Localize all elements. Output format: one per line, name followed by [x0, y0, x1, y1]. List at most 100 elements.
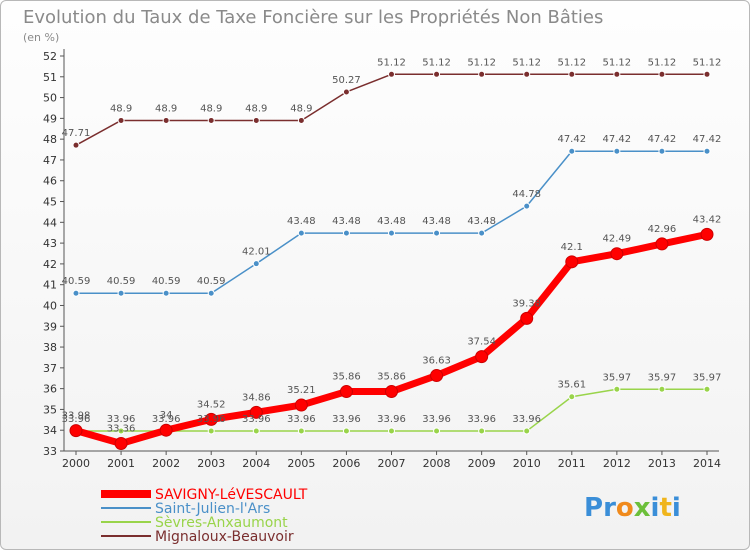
x-tick-label: 2007 — [378, 457, 406, 470]
data-label: 51.12 — [557, 57, 586, 68]
data-point — [700, 227, 714, 241]
data-point — [72, 289, 80, 297]
data-point — [703, 385, 711, 393]
data-label: 33.36 — [107, 424, 136, 435]
data-point — [565, 255, 579, 269]
data-label: 33.96 — [467, 414, 496, 425]
data-point — [433, 427, 441, 435]
data-point — [568, 393, 576, 401]
data-label: 33.96 — [107, 414, 136, 425]
data-point — [388, 70, 395, 78]
y-tick-label: 49 — [43, 112, 57, 125]
data-label: 40.59 — [152, 276, 181, 287]
y-tick-label: 48 — [43, 133, 57, 146]
data-point — [204, 412, 218, 426]
data-point — [523, 70, 531, 78]
data-point — [478, 70, 486, 78]
x-tick-label: 2012 — [603, 457, 631, 470]
data-point — [342, 427, 350, 435]
data-label: 33.96 — [377, 414, 406, 425]
x-tick-label: 2002 — [152, 457, 180, 470]
x-tick-label: 2011 — [558, 457, 586, 470]
data-point — [430, 369, 444, 383]
data-label: 40.59 — [197, 276, 226, 287]
data-point — [114, 437, 128, 451]
x-tick-label: 2009 — [468, 457, 496, 470]
data-label: 33.96 — [287, 414, 316, 425]
data-label: 33.96 — [242, 414, 271, 425]
y-tick-label: 47 — [43, 154, 57, 167]
data-label: 43.48 — [467, 216, 496, 227]
data-point — [297, 229, 305, 237]
data-label: 48.9 — [245, 103, 267, 114]
logo-letter: o — [616, 493, 634, 523]
data-point — [703, 70, 711, 78]
unit-label: (en %) — [23, 31, 59, 44]
logo-letter: x — [634, 493, 651, 523]
data-label: 51.12 — [603, 57, 632, 68]
logo-letter: r — [603, 493, 616, 523]
y-tick-label: 33 — [43, 445, 57, 458]
y-tick-label: 45 — [43, 196, 57, 209]
data-point — [523, 202, 531, 210]
data-point — [249, 405, 263, 419]
logo-letter: i — [651, 493, 660, 523]
data-label: 34.86 — [242, 392, 271, 403]
data-label: 51.12 — [648, 57, 677, 68]
data-point — [117, 116, 125, 124]
data-point — [385, 385, 398, 399]
data-point — [388, 229, 395, 237]
data-label: 42.49 — [603, 234, 632, 245]
y-tick-label: 50 — [43, 92, 57, 105]
y-tick-label: 34 — [43, 424, 57, 437]
data-point — [162, 289, 170, 297]
data-label: 42.1 — [561, 242, 583, 253]
data-point — [658, 70, 666, 78]
legend-entry: Saint-Julien-l'Ars — [155, 501, 270, 517]
y-tick-label: 35 — [43, 403, 57, 416]
x-tick-label: 2006 — [332, 457, 360, 470]
logo-letter: t — [659, 493, 671, 523]
data-point — [610, 247, 624, 261]
data-label: 35.86 — [377, 372, 406, 383]
y-tick-label: 43 — [43, 237, 57, 250]
logo-text: Proxiti — [584, 493, 681, 523]
data-point — [613, 147, 621, 155]
chart-title: Evolution du Taux de Taxe Foncière sur l… — [23, 7, 603, 28]
data-label: 51.12 — [512, 57, 541, 68]
data-point — [207, 289, 215, 297]
y-tick-label: 52 — [43, 50, 57, 63]
axes: 33 34 35 36 37 38 39 40 41 42 43 44 45 46 47 48 49 50 51 52… — [43, 49, 721, 470]
legend-entry: SAVIGNY-LéVESCAULT — [155, 487, 308, 503]
data-point — [658, 385, 666, 393]
data-point — [117, 289, 125, 297]
data-label: 51.12 — [422, 57, 451, 68]
y-tick-label: 37 — [43, 362, 57, 375]
data-point — [69, 424, 83, 438]
data-point — [297, 116, 305, 124]
data-label: 51.12 — [377, 57, 406, 68]
data-point — [294, 398, 308, 412]
data-point — [72, 141, 80, 149]
data-label: 43.48 — [422, 216, 451, 227]
y-tick-label: 44 — [43, 216, 57, 229]
data-label: 34.52 — [197, 399, 226, 410]
data-label: 35.97 — [603, 372, 632, 383]
data-label: 39.38 — [512, 298, 541, 309]
data-point — [339, 385, 353, 399]
data-label: 34 — [160, 410, 173, 421]
data-label: 33.96 — [197, 414, 226, 425]
data-label: 40.59 — [107, 276, 136, 287]
data-point — [613, 385, 621, 393]
data-label: 47.71 — [62, 128, 91, 139]
data-point — [159, 423, 173, 437]
data-point — [252, 427, 260, 435]
data-label: 33.96 — [422, 414, 451, 425]
data-label: 42.96 — [648, 224, 677, 235]
data-point — [520, 311, 534, 325]
legend: SAVIGNY-LéVESCAULTSaint-Julien-l'ArsSèvr… — [101, 487, 308, 545]
data-label: 47.42 — [693, 134, 722, 145]
data-label: 33.96 — [512, 414, 541, 425]
data-label: 48.9 — [290, 103, 312, 114]
x-tick-label: 2001 — [107, 457, 135, 470]
